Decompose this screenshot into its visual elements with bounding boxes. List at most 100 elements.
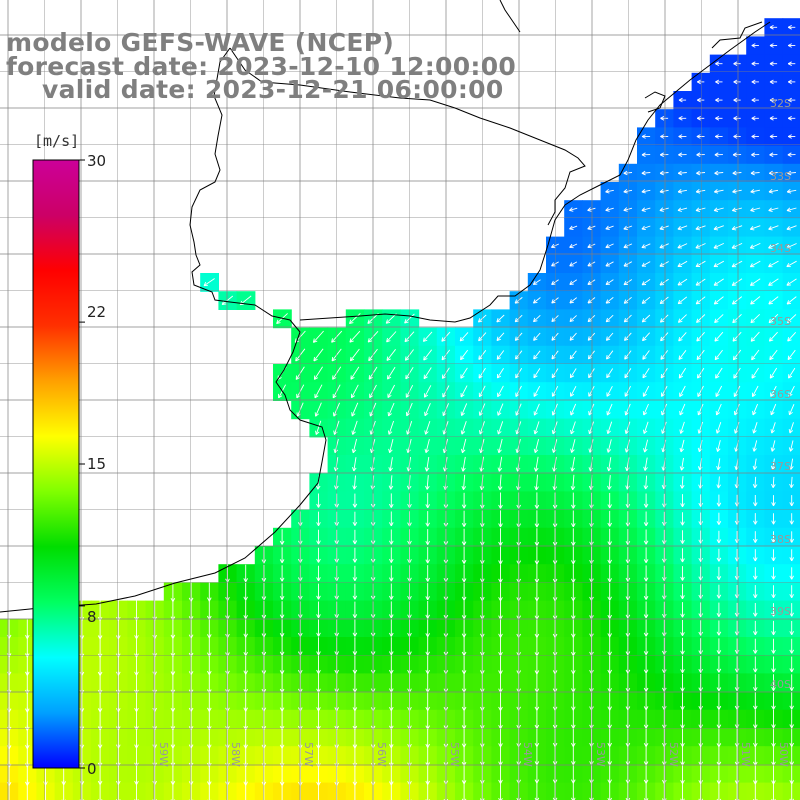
wind-arrow <box>642 421 649 434</box>
wind-arrow <box>313 366 323 380</box>
wind-arrow <box>496 314 505 323</box>
wind-arrow <box>569 225 578 230</box>
wind-arrow <box>533 332 541 341</box>
wind-arrow <box>332 366 342 380</box>
wind-arrow <box>460 367 468 379</box>
wind-arrow <box>587 297 596 304</box>
lon-label: 58W <box>229 742 242 767</box>
wind-arrow <box>312 330 324 343</box>
wind-arrow <box>769 79 778 85</box>
wind-arrow <box>641 296 651 304</box>
wind-arrow <box>788 404 795 416</box>
lat-label: 35S <box>770 315 791 328</box>
wind-arrow <box>751 61 759 66</box>
wind-arrow <box>533 438 540 454</box>
wind-arrow <box>423 349 433 361</box>
wind-arrow <box>787 116 796 121</box>
wind-arrow <box>733 61 741 66</box>
lat-label: 33S <box>770 170 791 183</box>
wind-arrow <box>569 243 578 249</box>
wind-arrow <box>605 314 614 323</box>
wind-arrow <box>624 350 632 360</box>
wind-arrow <box>677 314 687 323</box>
wind-arrow <box>751 79 759 85</box>
wind-arrow <box>751 97 759 103</box>
wind-arrow <box>715 421 722 434</box>
lat-label: 40S <box>770 678 791 691</box>
wind-arrow <box>333 420 340 435</box>
wind-arrow <box>659 189 669 194</box>
wind-arrow <box>570 385 577 397</box>
wind-arrow <box>732 189 742 194</box>
wind-arrow <box>587 279 596 285</box>
wind-arrow <box>587 207 596 212</box>
wind-arrow <box>696 134 705 139</box>
wind-arrow <box>678 350 687 360</box>
wind-arrow <box>768 296 779 305</box>
wind-arrow <box>587 261 596 267</box>
wind-arrow <box>497 421 504 435</box>
wind-arrow <box>313 348 324 362</box>
wind-arrow <box>714 189 724 194</box>
wind-arrow <box>423 367 432 380</box>
wind-arrow <box>697 403 704 416</box>
wind-arrow <box>678 116 687 121</box>
wind-arrow <box>750 313 761 324</box>
wind-arrow <box>769 61 778 66</box>
wind-arrow <box>677 207 688 212</box>
colorbar-tick-label: 30 <box>87 152 107 170</box>
wind-arrow <box>733 134 741 139</box>
lon-label: 55W <box>448 742 461 767</box>
wind-arrow <box>459 332 469 342</box>
wind-arrow <box>697 385 704 397</box>
wind-arrow <box>696 116 705 121</box>
wind-arrow <box>679 403 686 416</box>
wind-arrow <box>751 367 759 379</box>
wind-arrow <box>659 152 669 158</box>
wind-arrow <box>385 313 397 324</box>
wind-arrow <box>713 207 724 212</box>
wind-arrow <box>750 296 761 305</box>
wind-arrow <box>386 349 396 361</box>
border-path <box>499 0 521 33</box>
wind-arrow <box>733 385 741 397</box>
wind-arrow <box>643 439 649 453</box>
wind-arrow <box>787 349 796 361</box>
wind-arrow <box>350 384 359 399</box>
wind-arrow <box>769 349 778 361</box>
wind-arrow <box>695 225 706 231</box>
wind-arrow <box>623 225 633 231</box>
wind-arrow <box>533 403 540 416</box>
wind-arrow <box>460 421 467 435</box>
wind-arrow <box>659 296 669 305</box>
wind-arrow <box>351 420 358 435</box>
wind-arrow <box>677 225 688 231</box>
wind-arrow <box>533 385 541 397</box>
lat-label: 34S <box>770 242 791 255</box>
wind-arrow <box>660 350 669 360</box>
wind-arrow <box>570 403 577 416</box>
wind-arrow <box>623 243 633 249</box>
wind-arrow <box>733 403 740 416</box>
wind-arrow <box>713 225 724 231</box>
wind-arrow <box>678 97 687 103</box>
colorbar-tick-label: 0 <box>87 760 97 778</box>
wind-arrow <box>749 260 761 268</box>
wind-arrow <box>768 313 779 324</box>
wind-arrow <box>349 313 361 325</box>
wind-arrow <box>587 350 595 360</box>
wind-arrow <box>642 368 650 379</box>
wind-arrow <box>605 225 614 230</box>
wind-arrow <box>606 403 613 416</box>
wind-arrow <box>587 332 596 341</box>
wind-arrow <box>731 260 743 268</box>
wind-arrow <box>569 350 577 360</box>
wind-arrow <box>496 367 504 379</box>
wind-arrow <box>749 242 761 249</box>
wind-arrow <box>732 152 742 158</box>
wind-arrow <box>677 170 687 176</box>
wind-arrow <box>569 207 578 212</box>
wind-arrow <box>623 296 632 304</box>
wind-arrow <box>623 207 633 212</box>
wind-arrow <box>731 296 743 305</box>
